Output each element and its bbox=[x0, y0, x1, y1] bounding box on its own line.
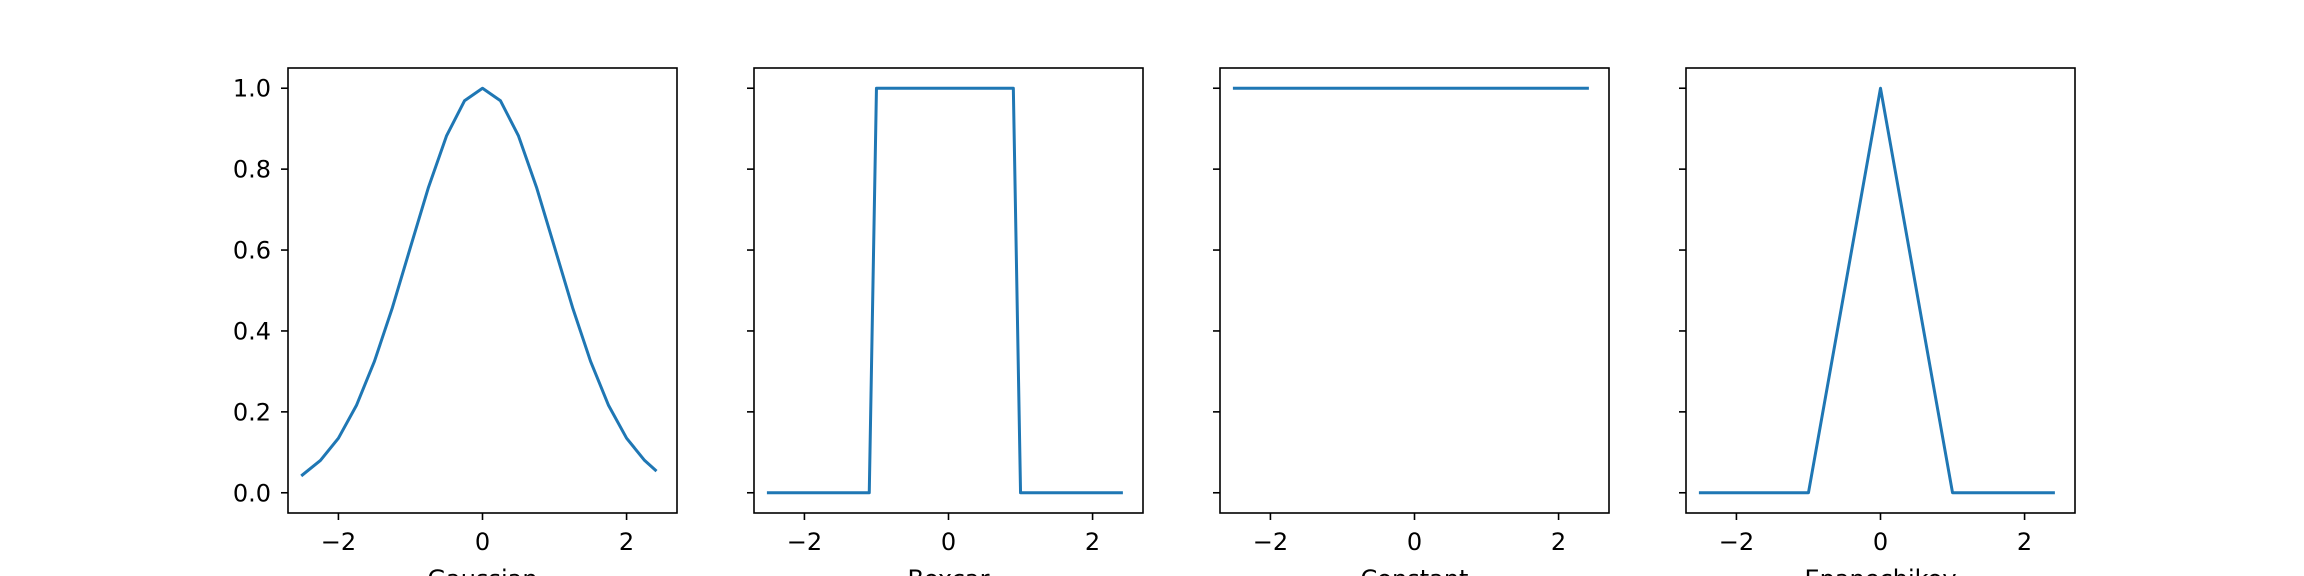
x-tick-label: 0 bbox=[941, 528, 956, 556]
x-tick-label: 0 bbox=[475, 528, 490, 556]
y-tick-label: 0.4 bbox=[233, 317, 271, 345]
series-line bbox=[766, 86, 1123, 495]
x-axis-label: Boxcar bbox=[908, 565, 990, 576]
axes-frame bbox=[753, 67, 1144, 514]
x-tick-label: 0 bbox=[1407, 528, 1422, 556]
x-tick-label: −2 bbox=[787, 528, 822, 556]
y-tick-label: 0.8 bbox=[233, 156, 271, 184]
x-tick-label: 2 bbox=[619, 528, 634, 556]
y-tick-label: 0.6 bbox=[233, 237, 271, 265]
x-tick-label: 2 bbox=[2017, 528, 2032, 556]
x-tick-label: −2 bbox=[1253, 528, 1288, 556]
subplot-gaussian: −2 0 2 0.0 0.2 0.4 0.6 0.8 1.0 Gaussian bbox=[233, 67, 678, 576]
subplot-boxcar: −2 0 2 Boxcar bbox=[747, 67, 1144, 576]
series-line bbox=[300, 86, 658, 478]
x-tick-label: −2 bbox=[321, 528, 356, 556]
x-axis-label: Gaussian bbox=[427, 565, 537, 576]
subplot-epanechikov: −2 0 2 Epanechikov bbox=[1679, 67, 2076, 576]
x-tick-label: −2 bbox=[1719, 528, 1754, 556]
x-axis-label: Constant bbox=[1361, 565, 1469, 576]
y-tick-label: 1.0 bbox=[233, 75, 271, 103]
y-tick-label: 0.2 bbox=[233, 398, 271, 426]
x-axis-label: Epanechikov bbox=[1804, 565, 1956, 576]
series-line bbox=[1698, 86, 2055, 495]
x-tick-label: 0 bbox=[1873, 528, 1888, 556]
axes-frame bbox=[1219, 67, 1610, 514]
x-tick-label: 2 bbox=[1085, 528, 1100, 556]
y-tick-label: 0.0 bbox=[233, 479, 271, 507]
axes-frame bbox=[1685, 67, 2076, 514]
x-tick-label: 2 bbox=[1551, 528, 1566, 556]
axes-frame bbox=[287, 67, 678, 514]
subplot-constant: −2 0 2 Constant bbox=[1213, 67, 1610, 576]
